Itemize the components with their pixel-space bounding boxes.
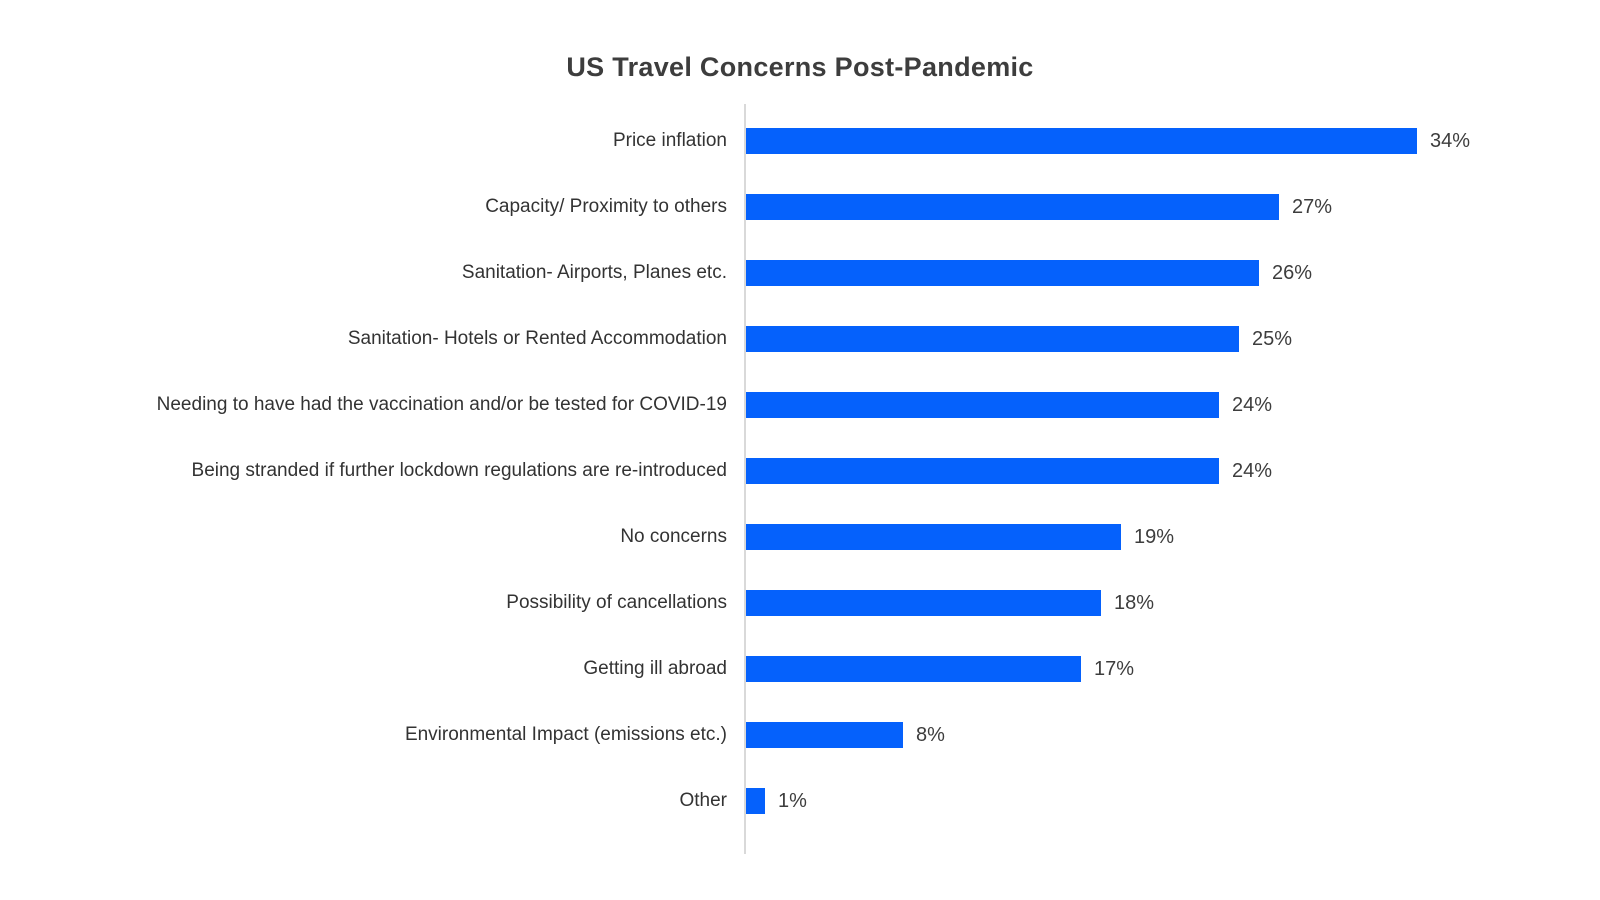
category-label: Price inflation	[612, 130, 727, 152]
category-label: Possibility of cancellations	[506, 592, 727, 614]
bar-area: 34%	[745, 128, 1470, 154]
bar-area: 24%	[745, 458, 1272, 484]
bar-area: 8%	[745, 722, 945, 748]
bar	[745, 524, 1121, 550]
bar	[745, 260, 1259, 286]
bar	[745, 326, 1239, 352]
bar	[745, 590, 1101, 616]
value-label: 24%	[1232, 459, 1273, 482]
chart-row: Being stranded if further lockdown regul…	[0, 438, 1600, 504]
chart-row: Sanitation- Hotels or Rented Accommodati…	[0, 306, 1600, 372]
value-label: 25%	[1252, 327, 1293, 350]
category-label: Capacity/ Proximity to others	[485, 196, 727, 218]
chart-row: Other 1%	[0, 768, 1600, 834]
value-label: 18%	[1114, 591, 1155, 614]
value-label: 24%	[1232, 393, 1273, 416]
category-label: Environmental Impact (emissions etc.)	[404, 724, 727, 746]
value-label: 34%	[1430, 129, 1471, 152]
y-axis-line	[744, 104, 746, 854]
bar-area: 25%	[745, 326, 1292, 352]
chart-row: Possibility of cancellations 18%	[0, 570, 1600, 636]
chart-row: Sanitation- Airports, Planes etc. 26%	[0, 240, 1600, 306]
category-label: Being stranded if further lockdown regul…	[191, 460, 727, 482]
bar-rows: Price inflation 34% Capacity/ Proximity to…	[0, 108, 1600, 834]
bar-area: 17%	[745, 656, 1134, 682]
bar	[745, 656, 1081, 682]
value-label: 27%	[1292, 195, 1333, 218]
chart-row: Price inflation 34%	[0, 108, 1600, 174]
category-label: Other	[679, 790, 727, 812]
bar	[745, 128, 1417, 154]
bar-area: 18%	[745, 590, 1154, 616]
bar	[745, 194, 1279, 220]
value-label: 26%	[1272, 261, 1313, 284]
value-label: 1%	[778, 789, 807, 812]
bar-area: 24%	[745, 392, 1272, 418]
category-label: Needing to have had the vaccination and/…	[156, 394, 727, 416]
bar	[745, 458, 1219, 484]
chart-row: No concerns 19%	[0, 504, 1600, 570]
bar	[745, 788, 765, 814]
bar-chart: Price inflation 34% Capacity/ Proximity to…	[0, 104, 1600, 854]
bar	[745, 722, 903, 748]
value-label: 8%	[916, 723, 945, 746]
chart-row: Getting ill abroad 17%	[0, 636, 1600, 702]
value-label: 19%	[1134, 525, 1175, 548]
chart-row: Needing to have had the vaccination and/…	[0, 372, 1600, 438]
value-label: 17%	[1094, 657, 1135, 680]
category-label: No concerns	[620, 526, 727, 548]
category-label: Getting ill abroad	[583, 658, 727, 680]
chart-title: US Travel Concerns Post-Pandemic	[566, 52, 1034, 82]
bar	[745, 392, 1219, 418]
category-label: Sanitation- Airports, Planes etc.	[461, 262, 727, 284]
chart-row: Capacity/ Proximity to others 27%	[0, 174, 1600, 240]
bar-area: 26%	[745, 260, 1312, 286]
bar-area: 1%	[745, 788, 807, 814]
chart-row: Environmental Impact (emissions etc.) 8%	[0, 702, 1600, 768]
bar-area: 27%	[745, 194, 1332, 220]
bar-area: 19%	[745, 524, 1174, 550]
category-label: Sanitation- Hotels or Rented Accommodati…	[347, 328, 727, 350]
